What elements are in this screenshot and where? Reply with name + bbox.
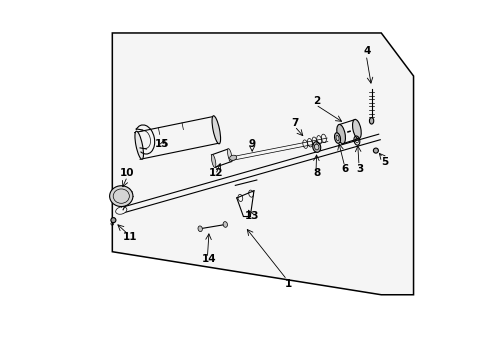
Ellipse shape [227, 149, 232, 162]
Text: 8: 8 [313, 168, 320, 178]
Ellipse shape [223, 222, 227, 227]
Text: 1: 1 [284, 279, 292, 289]
Ellipse shape [211, 154, 216, 168]
Ellipse shape [369, 118, 374, 124]
Ellipse shape [337, 125, 345, 144]
Text: 3: 3 [356, 164, 364, 174]
Ellipse shape [352, 120, 361, 139]
Ellipse shape [198, 226, 202, 231]
Text: 12: 12 [209, 168, 223, 178]
Text: 7: 7 [292, 118, 299, 128]
Text: 4: 4 [363, 46, 370, 56]
Text: 9: 9 [248, 139, 256, 149]
Text: 13: 13 [245, 211, 259, 221]
Text: 11: 11 [123, 232, 138, 242]
Text: 6: 6 [342, 164, 349, 174]
Ellipse shape [111, 218, 116, 223]
Ellipse shape [212, 116, 220, 144]
Text: 5: 5 [381, 157, 389, 167]
Text: 10: 10 [120, 168, 134, 178]
Ellipse shape [110, 186, 133, 207]
Text: 2: 2 [313, 96, 320, 106]
Ellipse shape [230, 155, 237, 160]
Ellipse shape [313, 142, 321, 152]
Text: 14: 14 [202, 254, 217, 264]
Ellipse shape [373, 148, 378, 153]
Ellipse shape [315, 144, 319, 150]
Ellipse shape [135, 131, 144, 159]
Ellipse shape [335, 133, 341, 143]
Polygon shape [112, 33, 414, 295]
Text: 15: 15 [155, 139, 170, 149]
Ellipse shape [116, 207, 127, 214]
Ellipse shape [336, 135, 339, 141]
